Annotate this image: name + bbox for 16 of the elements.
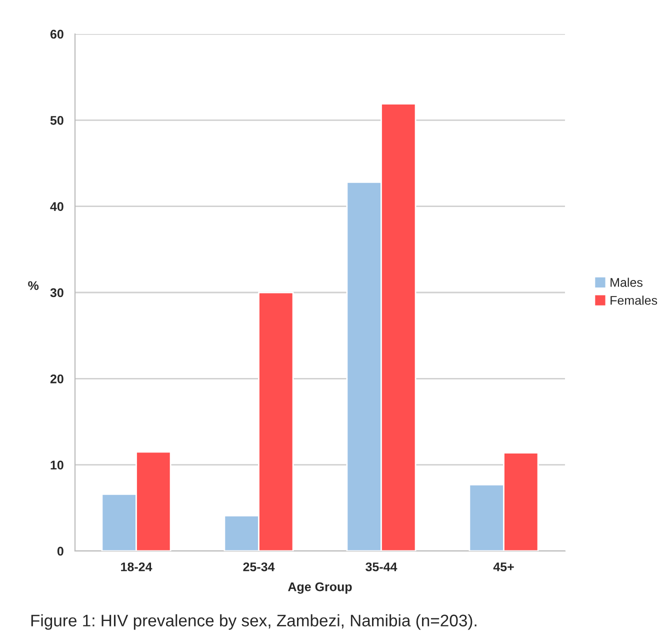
x-tick-label: 18-24 — [121, 562, 152, 572]
x-tick-label: 35-44 — [366, 562, 398, 572]
y-tick-label: 0 — [57, 546, 64, 556]
y-tick-label: 40 — [50, 202, 64, 211]
y-tick-label: 30 — [50, 288, 64, 298]
y-axis-title: % — [28, 281, 39, 290]
y-tick-label: 10 — [50, 460, 64, 470]
x-tick-label: 45+ — [493, 562, 514, 572]
legend-label: Males — [610, 278, 642, 287]
y-tick-label: 50 — [50, 116, 64, 125]
x-axis-title: Age Group — [288, 582, 352, 594]
y-tick-label: 60 — [50, 30, 64, 39]
x-tick-label: 25-34 — [243, 562, 275, 572]
caption: Figure 1: HIV prevalence by sex, Zambezi, Namibia (n=203). — [31, 614, 476, 630]
y-tick-label: 20 — [50, 374, 64, 384]
legend-label: Females — [610, 296, 658, 305]
